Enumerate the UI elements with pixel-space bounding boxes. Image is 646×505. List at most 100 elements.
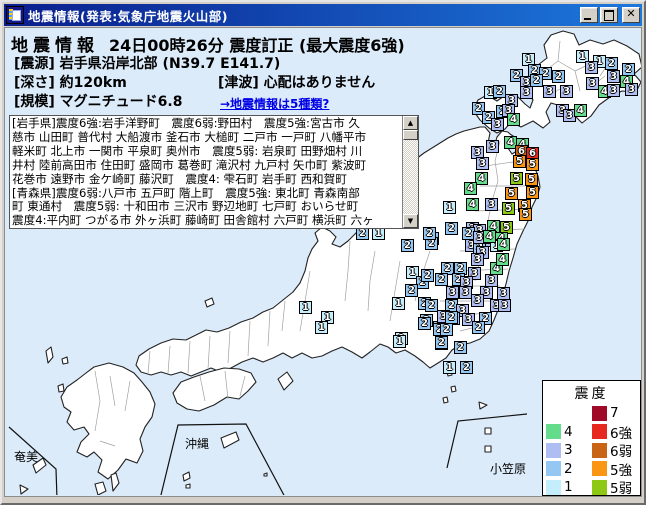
intensity-marker-2: 2	[435, 273, 448, 286]
intensity-marker-4: 4	[507, 113, 520, 126]
intensity-marker-2: 2	[421, 269, 434, 282]
minimize-button[interactable]	[580, 7, 598, 23]
scrollbar-thumb[interactable]	[403, 130, 418, 140]
intensity-marker-2: 2	[425, 299, 438, 312]
details-text: [岩手県]震度6強:岩手洋野町 震度6弱:野田村 震度5強:宮古市 久慈市 山田…	[12, 117, 401, 227]
scroll-up-button[interactable]: ▲	[403, 116, 418, 130]
depth-value: 約120km	[59, 75, 127, 91]
tsunami-label: [津波]	[218, 75, 259, 91]
intensity-marker-2: 2	[445, 222, 458, 235]
legend-swatch-5強	[592, 461, 607, 477]
details-line: [青森県]震度6弱:八戸市 五戸町 階上町 震度5強: 東北町 青森南部	[12, 185, 360, 200]
intensity-marker-1: 1	[443, 361, 456, 374]
map-client-area: 1112232223423233343312332223343343344665…	[4, 27, 642, 497]
legend-grid: 7 4 6強 3 6弱 2 5強 1 5弱	[546, 404, 641, 496]
intensity-marker-3: 3	[485, 274, 498, 287]
details-line: 慈市 山田町 普代村 大船渡市 釜石市 大槌町 二戸市 一戸町 八幡平市	[12, 129, 367, 144]
intensity-marker-5-: 5	[502, 202, 515, 215]
page-title: 地震情報	[11, 36, 99, 56]
intensity-marker-3: 3	[607, 84, 620, 97]
details-line: 町 東通村 震度5弱: 十和田市 三沢市 野辺地町 七戸町 おいらせ町	[12, 199, 359, 214]
intensity-marker-5-: 5	[510, 172, 523, 185]
intensity-marker-3: 3	[485, 198, 498, 211]
legend-row: 5強	[592, 460, 641, 479]
intensity-marker-3: 3	[486, 140, 499, 153]
intensity-marker-3: 3	[491, 118, 504, 131]
intensity-marker-1: 1	[299, 301, 312, 314]
intensity-marker-1: 1	[576, 50, 589, 63]
intensity-marker-5+: 5	[525, 173, 538, 186]
title-bar[interactable]: 地震情報(発表:気象庁地震火山部) ✕	[4, 4, 642, 26]
intensity-marker-4: 4	[497, 238, 510, 251]
intensity-marker-3: 3	[460, 276, 473, 289]
legend-swatch-6強	[592, 424, 607, 440]
intensity-marker-2: 2	[460, 361, 473, 374]
magnitude-label: [規模]	[14, 94, 55, 110]
legend-row: 3	[546, 441, 592, 460]
intensity-marker-1: 1	[321, 311, 334, 324]
legend-swatch-4	[546, 424, 561, 440]
depth-label: [深さ]	[14, 75, 55, 91]
intensity-legend: 震度 7 4 6強 3 6弱 2 5強 1 5弱	[542, 380, 641, 496]
tsunami-value: 心配はありません	[263, 75, 376, 91]
legend-swatch-6弱	[592, 442, 607, 458]
legend-swatch-7	[592, 405, 607, 421]
legend-swatch-2	[546, 461, 561, 477]
intensity-marker-3: 3	[462, 313, 475, 326]
legend-swatch-5弱	[592, 479, 607, 495]
intensity-marker-3: 3	[625, 83, 638, 96]
legend-row: 6弱	[592, 441, 641, 460]
intensity-marker-4: 4	[574, 104, 587, 117]
details-scrollbar[interactable]: ▲ ▼	[402, 116, 418, 228]
intensity-marker-2: 2	[605, 57, 618, 70]
intensity-marker-2: 2	[435, 336, 448, 349]
intensity-marker-2: 2	[441, 262, 454, 275]
legend-label: 1	[564, 479, 573, 496]
label-okinawa: 沖縄	[185, 437, 210, 451]
intensity-marker-1: 1	[315, 321, 328, 334]
intensity-marker-2: 2	[472, 321, 485, 334]
tsunami-line: [津波] 心配はありません	[218, 72, 375, 92]
details-box[interactable]: [岩手県]震度6強:岩手洋野町 震度6弱:野田村 震度5強:宮古市 久慈市 山田…	[9, 115, 419, 229]
legend-label: 2	[564, 460, 573, 477]
info-types-link[interactable]: →地震情報は5種類?	[220, 97, 330, 111]
minimize-icon	[584, 18, 591, 20]
legend-row: 2	[546, 460, 592, 479]
close-button[interactable]: ✕	[622, 7, 640, 23]
intensity-marker-2: 2	[530, 74, 543, 87]
intensity-marker-3: 3	[543, 85, 556, 98]
scroll-down-button[interactable]: ▼	[403, 214, 418, 228]
epicenter-label: [震源]	[14, 56, 55, 72]
intensity-marker-5+: 5	[526, 158, 539, 171]
intensity-marker-3: 3	[471, 294, 484, 307]
intensity-marker-4: 4	[483, 230, 496, 243]
epicenter-line: [震源] 岩手県沿岸北部 (N39.7 E141.7)	[14, 53, 280, 73]
headline: 地震情報 24日00時26分 震度訂正 (最大震度6強)	[11, 31, 405, 56]
intensity-marker-1: 1	[406, 266, 419, 279]
intensity-marker-3: 3	[560, 85, 573, 98]
legend-row	[546, 404, 592, 423]
intensity-marker-4: 4	[496, 253, 509, 266]
intensity-marker-2: 2	[510, 69, 523, 82]
intensity-marker-3: 3	[607, 70, 620, 83]
legend-row: 1	[546, 478, 592, 496]
intensity-marker-3: 3	[476, 157, 489, 170]
intensity-marker-5+: 5	[526, 186, 539, 199]
maximize-icon	[604, 10, 614, 21]
legend-title: 震度	[574, 386, 609, 402]
legend-label: 4	[564, 423, 573, 440]
legend-label: 5強	[610, 462, 633, 479]
label-amami: 奄美	[14, 450, 39, 464]
legend-label: 6強	[610, 425, 633, 442]
seismograph-trace-icon	[9, 9, 13, 20]
details-line: 花巻市 遠野市 金ケ崎町 藤沢町 震度4: 雫石町 岩手町 西和賀町	[12, 171, 347, 186]
intensity-marker-4: 4	[464, 182, 477, 195]
magnitude-value: マグニチュード6.8	[59, 94, 183, 110]
intensity-marker-3: 3	[471, 146, 484, 159]
intensity-marker-5-: 5	[500, 221, 513, 234]
maximize-button[interactable]	[600, 7, 618, 23]
intensity-marker-5+: 5	[513, 155, 526, 168]
legend-row: 5弱	[592, 478, 641, 496]
app-icon	[6, 6, 24, 24]
intensity-marker-2: 2	[418, 317, 431, 330]
